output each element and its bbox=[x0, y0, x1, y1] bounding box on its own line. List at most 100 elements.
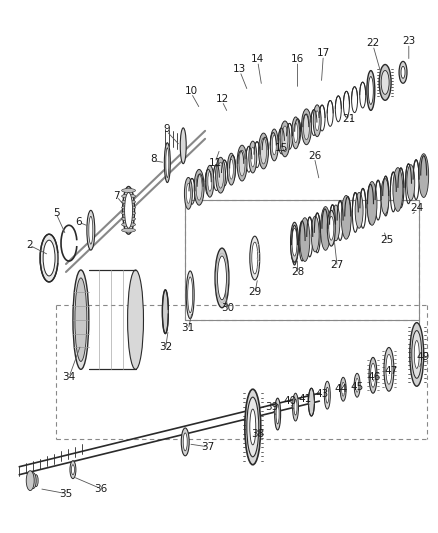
Ellipse shape bbox=[290, 227, 298, 263]
Ellipse shape bbox=[249, 236, 259, 280]
Ellipse shape bbox=[328, 216, 333, 240]
Ellipse shape bbox=[274, 398, 280, 430]
Text: 46: 46 bbox=[367, 372, 380, 382]
Ellipse shape bbox=[301, 109, 311, 144]
Ellipse shape bbox=[325, 387, 328, 403]
Ellipse shape bbox=[341, 382, 344, 396]
Text: 47: 47 bbox=[383, 366, 397, 376]
Text: 43: 43 bbox=[315, 389, 328, 399]
Ellipse shape bbox=[367, 77, 372, 104]
Ellipse shape bbox=[217, 256, 226, 300]
Text: 14: 14 bbox=[251, 54, 264, 64]
Ellipse shape bbox=[164, 143, 170, 182]
Ellipse shape bbox=[413, 341, 418, 368]
Text: 36: 36 bbox=[94, 483, 107, 494]
Ellipse shape bbox=[409, 322, 423, 386]
Text: 29: 29 bbox=[247, 287, 261, 297]
Text: 32: 32 bbox=[159, 343, 172, 352]
Ellipse shape bbox=[186, 183, 190, 203]
Text: 27: 27 bbox=[330, 260, 343, 270]
Ellipse shape bbox=[251, 242, 257, 274]
Ellipse shape bbox=[248, 141, 256, 173]
Ellipse shape bbox=[121, 206, 135, 209]
Text: 23: 23 bbox=[401, 36, 414, 46]
Ellipse shape bbox=[380, 70, 388, 94]
Ellipse shape bbox=[260, 138, 266, 164]
Ellipse shape bbox=[43, 240, 55, 276]
Ellipse shape bbox=[121, 200, 135, 204]
Ellipse shape bbox=[127, 270, 143, 369]
Text: 8: 8 bbox=[150, 154, 156, 164]
Ellipse shape bbox=[184, 177, 192, 209]
Ellipse shape bbox=[124, 192, 132, 228]
Ellipse shape bbox=[290, 222, 298, 262]
Text: 34: 34 bbox=[62, 372, 75, 382]
Ellipse shape bbox=[366, 182, 376, 225]
Ellipse shape bbox=[293, 123, 297, 143]
Ellipse shape bbox=[183, 433, 187, 451]
Ellipse shape bbox=[418, 154, 427, 197]
Ellipse shape bbox=[314, 111, 318, 131]
Ellipse shape bbox=[400, 67, 404, 78]
Text: 35: 35 bbox=[59, 489, 72, 498]
Ellipse shape bbox=[370, 364, 374, 387]
Ellipse shape bbox=[237, 145, 247, 181]
Ellipse shape bbox=[196, 174, 201, 200]
Ellipse shape bbox=[121, 228, 135, 232]
Ellipse shape bbox=[279, 121, 289, 157]
Text: 13: 13 bbox=[233, 64, 246, 74]
Ellipse shape bbox=[229, 159, 233, 179]
Ellipse shape bbox=[215, 248, 229, 308]
Text: 2: 2 bbox=[26, 240, 32, 250]
Ellipse shape bbox=[303, 114, 309, 140]
Text: 45: 45 bbox=[350, 382, 363, 392]
Ellipse shape bbox=[354, 192, 362, 228]
Ellipse shape bbox=[308, 388, 314, 416]
Text: 12: 12 bbox=[215, 94, 228, 104]
Text: 10: 10 bbox=[184, 86, 197, 96]
Ellipse shape bbox=[355, 378, 358, 392]
Ellipse shape bbox=[411, 330, 421, 378]
Text: 39: 39 bbox=[265, 402, 278, 412]
Ellipse shape bbox=[380, 179, 388, 214]
Ellipse shape bbox=[194, 169, 204, 205]
Ellipse shape bbox=[166, 148, 169, 177]
Ellipse shape bbox=[30, 473, 36, 489]
Text: 44: 44 bbox=[334, 384, 347, 394]
Ellipse shape bbox=[378, 64, 390, 100]
Ellipse shape bbox=[312, 105, 321, 136]
Ellipse shape bbox=[162, 290, 168, 334]
Text: 9: 9 bbox=[162, 124, 169, 134]
Text: 38: 38 bbox=[251, 429, 264, 439]
Ellipse shape bbox=[122, 187, 134, 234]
Ellipse shape bbox=[249, 409, 255, 445]
Ellipse shape bbox=[331, 205, 339, 241]
Ellipse shape bbox=[385, 354, 391, 384]
Ellipse shape bbox=[121, 189, 135, 192]
Ellipse shape bbox=[281, 126, 287, 152]
Ellipse shape bbox=[88, 216, 92, 244]
Ellipse shape bbox=[40, 234, 58, 282]
Ellipse shape bbox=[398, 61, 406, 83]
Ellipse shape bbox=[75, 278, 87, 361]
Ellipse shape bbox=[293, 399, 297, 415]
Ellipse shape bbox=[26, 471, 34, 490]
Ellipse shape bbox=[299, 217, 309, 261]
Ellipse shape bbox=[339, 377, 346, 401]
Text: 22: 22 bbox=[366, 38, 379, 49]
Ellipse shape bbox=[205, 165, 213, 197]
Ellipse shape bbox=[187, 277, 192, 313]
Ellipse shape bbox=[246, 397, 258, 457]
Text: 25: 25 bbox=[379, 235, 392, 245]
Text: 6: 6 bbox=[75, 217, 82, 227]
Ellipse shape bbox=[121, 194, 135, 198]
Ellipse shape bbox=[291, 228, 297, 256]
Ellipse shape bbox=[181, 428, 189, 456]
Ellipse shape bbox=[291, 117, 299, 149]
Text: 5: 5 bbox=[53, 208, 59, 219]
Text: 28: 28 bbox=[290, 267, 304, 277]
Ellipse shape bbox=[258, 133, 268, 169]
Ellipse shape bbox=[292, 393, 298, 421]
Ellipse shape bbox=[180, 128, 186, 164]
Ellipse shape bbox=[215, 157, 225, 193]
